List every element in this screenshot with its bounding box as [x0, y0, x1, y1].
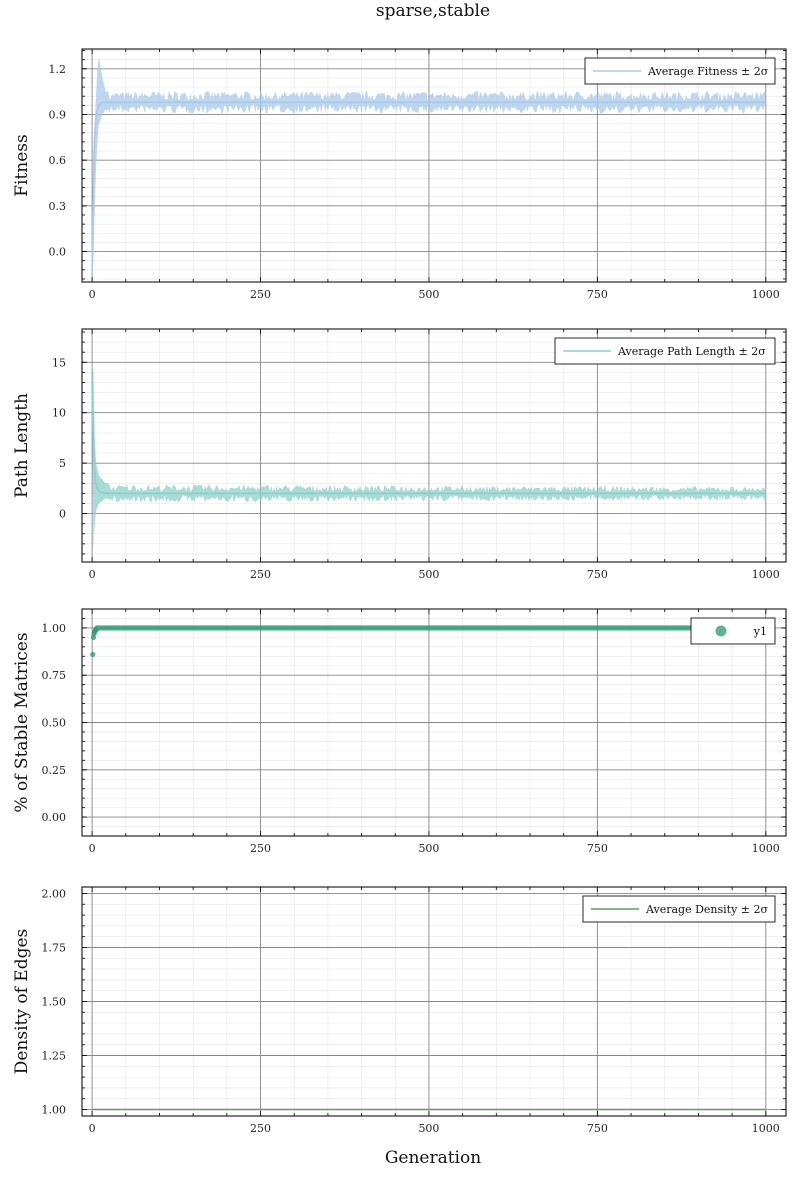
data-point	[90, 651, 96, 658]
y-axis-label: % of Stable Matrices	[12, 632, 32, 812]
legend-label: y1	[753, 625, 767, 638]
y-axis-label: Fitness	[12, 134, 32, 197]
y-tick-label: 0	[59, 508, 66, 521]
axes-frame	[81, 328, 787, 563]
x-tick-label: 500	[418, 842, 439, 855]
legend: Average Fitness ± 2σ	[584, 57, 776, 85]
y-tick-label: 0.75	[42, 669, 67, 682]
x-tick-label: 1000	[752, 842, 780, 855]
panel-density: 0 250 500 750 1000 1.00 1.25 1.50 1.75 2.00 Densit…	[12, 886, 787, 1135]
legend-box	[690, 617, 776, 645]
y-tick-label: 0.0	[49, 246, 67, 259]
legend: Average Density ± 2σ	[582, 895, 776, 923]
legend: Average Path Length ± 2σ	[554, 337, 776, 365]
legend: y1	[690, 617, 776, 645]
series-line-path-length	[91, 387, 766, 495]
x-tick-label: 1000	[752, 288, 780, 301]
y-tick-label: 1.00	[42, 622, 67, 635]
axes-frame	[81, 48, 787, 283]
x-tick-label: 500	[418, 288, 439, 301]
y-tick-label: 1.00	[42, 1104, 67, 1117]
y-tick-label: 0.00	[42, 811, 67, 824]
legend-label: Average Fitness ± 2σ	[647, 65, 769, 78]
y-tick-label: 15	[52, 356, 66, 369]
panel-path-length: 0 250 500 750 1000 0 5 10 15 Path Length Average P…	[12, 328, 787, 581]
y-tick-label: 0.3	[49, 200, 67, 213]
chart-title: sparse,stable	[376, 1, 490, 21]
x-axis-label: Generation	[385, 1148, 481, 1168]
x-tick-label: 750	[587, 842, 608, 855]
y-tick-label: 1.75	[42, 941, 67, 954]
ticks	[82, 609, 786, 836]
panels: 0 250 500 750 10000.00.30.60.91.2FitnessAver…	[12, 48, 787, 1135]
x-tick-label: 0	[89, 842, 96, 855]
panel-stable-matrices: 0 250 500 750 1000 0.00 0.25 0.50 0.75 1.00 % of S…	[12, 608, 787, 855]
y-tick-label: 5	[59, 457, 66, 470]
panel-fitness: 0 250 500 750 1000 0.0 0.3 0.6 0.9 1.2 Fitness Aver…	[12, 48, 787, 301]
y-tick-label: 10	[52, 407, 66, 420]
x-tick-label: 750	[587, 288, 608, 301]
x-tick-label: 750	[587, 568, 608, 581]
x-tick-label: 250	[250, 568, 271, 581]
plot-area	[82, 329, 786, 562]
series-line-fitness	[91, 101, 766, 275]
y-axis-label: Density of Edges	[12, 929, 32, 1075]
x-tick-label: 250	[250, 1122, 271, 1135]
plot-area	[82, 49, 786, 282]
y-tick-label: 1.2	[49, 63, 67, 76]
legend-label: Average Path Length ± 2σ	[617, 345, 766, 358]
x-tick-label: 500	[418, 568, 439, 581]
y-tick-label: 0.25	[42, 764, 67, 777]
ticks	[82, 329, 786, 562]
ticks	[82, 49, 786, 282]
x-tick-label: 1000	[752, 1122, 780, 1135]
x-tick-label: 1000	[752, 568, 780, 581]
x-tick-label: 750	[587, 1122, 608, 1135]
legend-label: Average Density ± 2σ	[645, 903, 769, 916]
x-tick-label: 0	[89, 288, 96, 301]
y-tick-label: 2.00	[42, 887, 67, 900]
x-tick-label: 500	[418, 1122, 439, 1135]
x-tick-label: 0	[89, 568, 96, 581]
x-tick-label: 250	[250, 288, 271, 301]
y-tick-label: 0.50	[42, 717, 67, 730]
y-axis-label: Path Length	[12, 393, 32, 498]
ticks	[82, 887, 786, 1116]
y-tick-label: 0.9	[49, 108, 67, 121]
x-tick-label: 0	[89, 1122, 96, 1135]
y-tick-label: 0.6	[49, 154, 67, 167]
x-tick-label: 250	[250, 842, 271, 855]
legend-marker	[715, 625, 727, 637]
y-tick-label: 1.25	[42, 1050, 67, 1063]
y-tick-label: 1.50	[42, 996, 67, 1009]
